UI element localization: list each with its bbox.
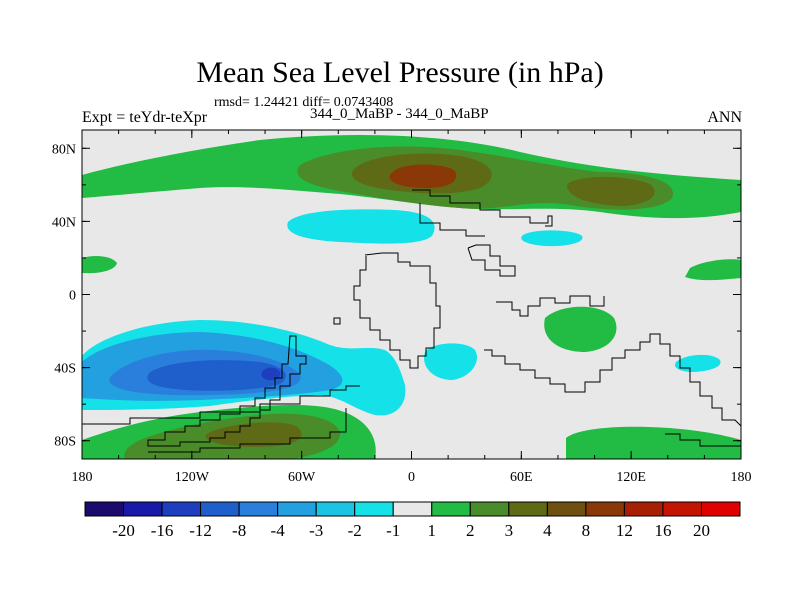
contour-fields	[82, 130, 741, 459]
colorbar-box	[546, 501, 587, 517]
coastlines	[82, 189, 741, 453]
experiment-label: Expt = teYdr-teXpr	[82, 109, 208, 126]
colorbar-box	[585, 501, 625, 517]
coastline-arabia	[467, 244, 516, 277]
colorbar-box	[315, 501, 356, 517]
colorbar-label: -4	[271, 521, 286, 540]
colorbar-box	[431, 501, 471, 517]
south-negative-min	[261, 367, 281, 381]
colorbar-label: 1	[428, 521, 437, 540]
coastline-antarctic-ridge	[82, 385, 360, 425]
chart-title: Mean Sea Level Pressure (in hPa)	[196, 56, 604, 89]
coastline-antarctic-lower	[148, 408, 347, 453]
colorbar-box	[277, 501, 317, 517]
coastline-africa	[353, 252, 441, 369]
coastline-island	[333, 317, 341, 325]
north-negative-band	[287, 209, 435, 244]
coastline-europe-north	[412, 189, 553, 227]
colorbar-box	[161, 501, 202, 517]
positive-patch-east	[685, 259, 741, 281]
coastline-south-america	[147, 335, 307, 447]
x-tick-label: 60W	[288, 470, 316, 485]
colorbar-label: 12	[616, 521, 633, 540]
stats-line: rmsd= 1.24421 diff= 0.0743408	[214, 95, 394, 110]
colorbar-box	[238, 501, 279, 517]
positive-patch-120e	[544, 306, 617, 352]
coastline-europe-west	[419, 203, 485, 237]
y-tick-label: 80N	[52, 142, 76, 157]
colorbar-box	[700, 501, 741, 517]
colorbar-label: -16	[151, 521, 174, 540]
colorbar-label: -2	[348, 521, 362, 540]
y-tick-label: 80S	[54, 435, 76, 450]
colorbar-label: 2	[466, 521, 475, 540]
colorbar-label: 3	[505, 521, 514, 540]
colorbar-label: -3	[309, 521, 323, 540]
negative-patch-atlantic	[424, 343, 478, 380]
x-tick-label: 120E	[616, 470, 646, 485]
colorbar-label: -12	[189, 521, 212, 540]
x-tick-label: 180	[72, 470, 93, 485]
season-label: ANN	[707, 109, 742, 126]
experiment-subtitle: 344_0_MaBP - 344_0_MaBP	[310, 106, 489, 122]
colorbar-box	[392, 501, 433, 517]
north-positive-max	[389, 164, 457, 189]
coastline-southern-africa	[484, 333, 741, 427]
north-positive-core-asia	[567, 176, 655, 206]
colorbar-box	[200, 501, 240, 517]
y-tick-label: 40N	[52, 215, 76, 230]
colorbar-box	[354, 501, 394, 517]
colorbar-label: 8	[582, 521, 591, 540]
x-tick-label: 180	[731, 470, 752, 485]
coastline-india-asia	[496, 295, 605, 317]
south-positive-inner	[205, 422, 302, 448]
y-tick-label: 0	[69, 289, 76, 304]
colorbar-label: -8	[232, 521, 246, 540]
colorbar-label: -1	[386, 521, 400, 540]
colorbar-box	[508, 501, 548, 517]
colorbar-box	[84, 501, 125, 517]
colorbar-box	[123, 501, 163, 517]
y-tick-label: 40S	[54, 362, 76, 377]
x-tick-label: 60E	[510, 470, 533, 485]
coastline-east-antarctica	[665, 433, 741, 447]
x-tick-label: 0	[408, 470, 415, 485]
colorbar-label: 20	[693, 521, 710, 540]
x-axis: 180 120W 60W 0 60E 120E 180	[72, 130, 752, 485]
south-positive-east	[566, 426, 741, 459]
colorbar-label: -20	[112, 521, 135, 540]
colorbar-label: 4	[543, 521, 552, 540]
positive-patch-west	[82, 255, 117, 274]
y-axis: 80N 40N 0 40S 80S	[52, 142, 741, 450]
colorbar-box	[469, 501, 510, 517]
colorbar: -20 -16 -12 -8 -4 -3 -2 -1 1 2 3 4 8 12 16 20	[84, 501, 741, 540]
colorbar-label: 16	[654, 521, 671, 540]
south-negative-core	[147, 360, 286, 391]
colorbar-box	[623, 501, 664, 517]
colorbar-box	[662, 501, 702, 517]
north-negative-patch-asia	[521, 230, 583, 247]
x-tick-label: 120W	[175, 470, 210, 485]
